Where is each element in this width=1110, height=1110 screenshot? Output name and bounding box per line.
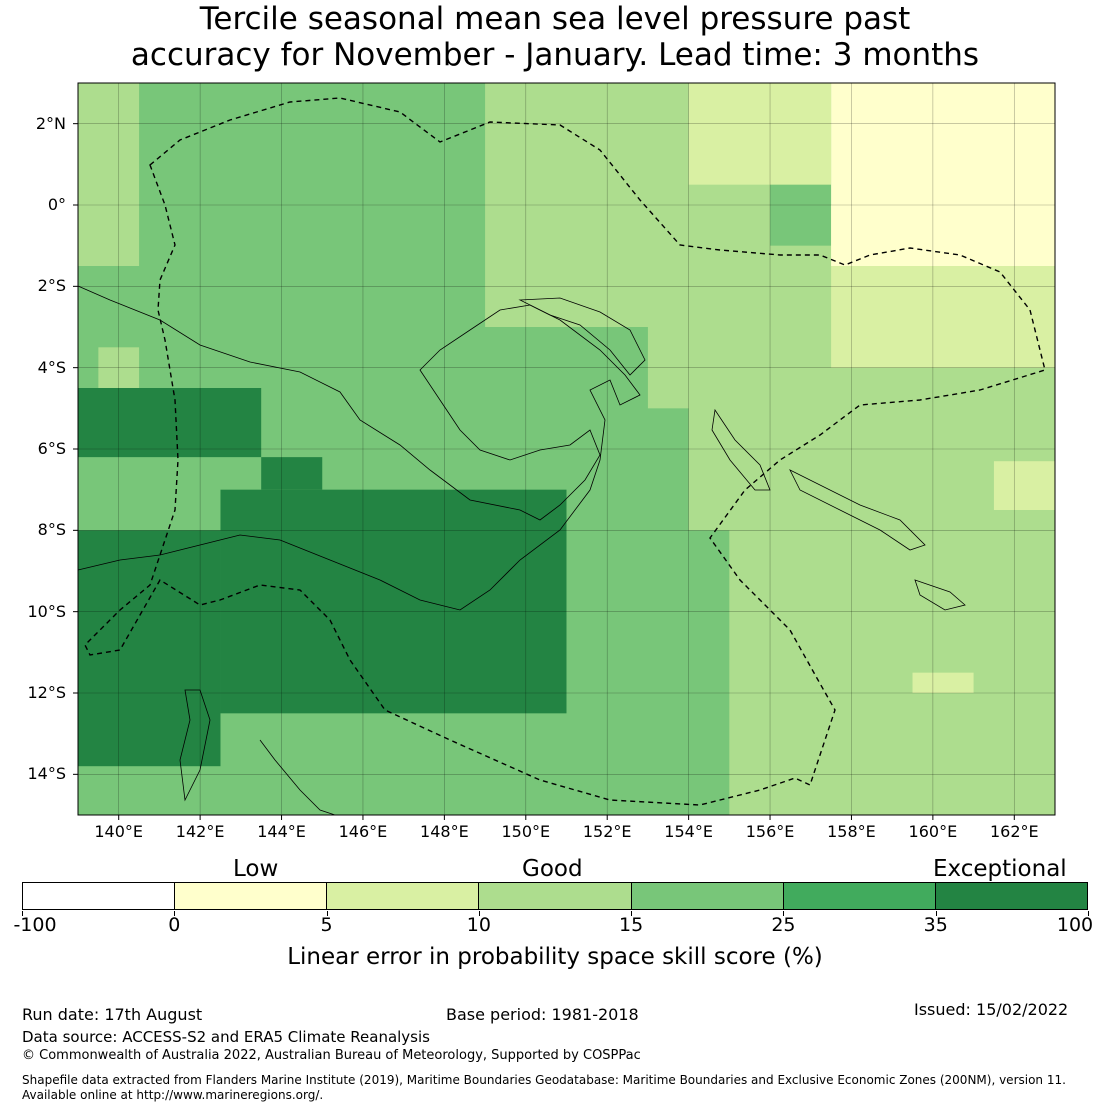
lon-label-6: 152°E bbox=[582, 822, 632, 841]
colorbar-title: Linear error in probability space skill … bbox=[287, 944, 823, 970]
colorbar-segment-0 bbox=[23, 883, 176, 909]
cape-york-coastline bbox=[179, 689, 211, 802]
new-guinea-coastline bbox=[77, 285, 641, 611]
colorbar-tick-3 bbox=[478, 911, 480, 916]
colorbar-label-4: 15 bbox=[619, 914, 644, 936]
shapefile-credit-line-2: Available online at http://www.marinereg… bbox=[22, 1088, 324, 1102]
skill-region-3 bbox=[78, 388, 262, 458]
solomon-islands-south-coastline bbox=[914, 579, 966, 611]
chart-title-line-2: accuracy for November - January. Lead ti… bbox=[130, 37, 980, 73]
solomon-islands-coastline bbox=[789, 469, 926, 551]
lat-label-7: 12°S bbox=[27, 683, 66, 702]
skill-cells bbox=[78, 83, 1055, 815]
colorbar-tick-1 bbox=[174, 911, 176, 916]
category-label-good: Good bbox=[522, 856, 583, 882]
eez-boundaries bbox=[84, 97, 1046, 806]
colorbar-tick-2 bbox=[326, 911, 328, 916]
lon-label-3: 146°E bbox=[338, 822, 388, 841]
lat-label-3: 4°S bbox=[37, 357, 66, 377]
colorbar-tick-4 bbox=[631, 911, 633, 916]
lon-label-4: 148°E bbox=[420, 822, 469, 841]
colorbar-label-6: 35 bbox=[923, 914, 948, 936]
lat-label-1: 0° bbox=[47, 195, 66, 214]
colorbar-segment-3 bbox=[479, 883, 632, 909]
lon-label-5: 150°E bbox=[501, 822, 551, 841]
skill-region-10 bbox=[912, 672, 974, 693]
colorbar-label-1: 0 bbox=[168, 914, 181, 936]
skill-score-map bbox=[73, 82, 1056, 820]
category-label-low: Low bbox=[233, 856, 279, 882]
bougainville-coastline bbox=[711, 408, 771, 491]
colorbar-label-2: 5 bbox=[320, 914, 333, 936]
colorbar-segment-4 bbox=[631, 883, 784, 909]
colorbar bbox=[22, 882, 1088, 910]
category-label-exceptional: Exceptional bbox=[933, 856, 1067, 882]
skill-region-14 bbox=[98, 347, 140, 388]
run-date: Run date: 17th August bbox=[22, 1005, 203, 1024]
lon-label-10: 160°E bbox=[908, 822, 958, 841]
colorbar-tick-6 bbox=[935, 911, 937, 916]
colorbar-tick-5 bbox=[783, 911, 785, 916]
colorbar-segment-2 bbox=[327, 883, 480, 909]
skill-region-0 bbox=[78, 530, 221, 767]
lon-label-7: 154°E bbox=[664, 822, 713, 841]
png-eez-boundary bbox=[84, 97, 1046, 806]
colorbar-label-3: 10 bbox=[466, 914, 491, 936]
chart-title-line-1: Tercile seasonal mean sea level pressure… bbox=[199, 1, 911, 37]
base-period: Base period: 1981-2018 bbox=[446, 1005, 639, 1024]
colorbar-label-0: -100 bbox=[13, 914, 57, 936]
lon-label-2: 144°E bbox=[257, 822, 306, 841]
lat-label-0: 2°N bbox=[35, 113, 66, 133]
skill-region-9 bbox=[688, 83, 832, 185]
colorbar-segment-5 bbox=[783, 883, 936, 909]
skill-region-2 bbox=[261, 457, 323, 490]
copyright: © Commonwealth of Australia 2022, Austra… bbox=[22, 1048, 641, 1063]
issued-date: Issued: 15/02/2022 bbox=[914, 1000, 1069, 1019]
data-source: Data source: ACCESS-S2 and ERA5 Climate … bbox=[22, 1028, 430, 1046]
cape-york-east-coastline bbox=[259, 739, 336, 816]
lat-label-4: 6°S bbox=[37, 439, 66, 458]
lon-label-8: 156°E bbox=[745, 822, 795, 841]
skill-region-12 bbox=[831, 83, 1055, 266]
colorbar-tick-7 bbox=[1088, 911, 1089, 916]
colorbar-segment-6 bbox=[935, 883, 1087, 909]
skill-region-11 bbox=[993, 461, 1055, 510]
lat-label-5: 8°S bbox=[37, 520, 66, 540]
colorbar-tick-0 bbox=[22, 911, 23, 916]
skill-region-1 bbox=[220, 489, 567, 714]
coastlines bbox=[77, 285, 966, 816]
lat-label-6: 10°S bbox=[27, 601, 66, 621]
lon-label-0: 140°E bbox=[94, 822, 144, 841]
skill-region-7 bbox=[647, 327, 730, 409]
colorbar-label-7: 100 bbox=[1056, 914, 1094, 936]
lat-label-2: 2°S bbox=[37, 276, 66, 296]
new-britain-coastline bbox=[518, 297, 646, 376]
lon-label-11: 162°E bbox=[989, 822, 1039, 841]
skill-region-4 bbox=[729, 530, 1055, 815]
colorbar-label-5: 25 bbox=[771, 914, 796, 936]
gridlines bbox=[78, 83, 1055, 815]
skill-region-13 bbox=[78, 83, 140, 266]
lon-label-1: 142°E bbox=[175, 822, 225, 841]
colorbar-segment-1 bbox=[175, 883, 328, 909]
lat-label-8: 14°S bbox=[27, 764, 66, 784]
lon-label-9: 158°E bbox=[827, 822, 876, 841]
axis-ticks bbox=[73, 123, 1015, 820]
shapefile-credit-line-1: Shapefile data extracted from Flanders M… bbox=[22, 1073, 1066, 1087]
